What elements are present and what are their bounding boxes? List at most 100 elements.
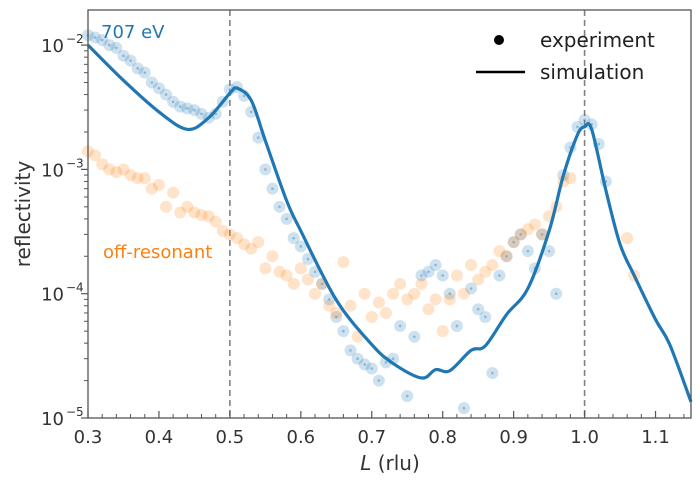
point-marker — [294, 240, 307, 253]
point-marker — [564, 172, 577, 185]
x-tick-label: 0.4 — [145, 427, 174, 448]
point-center — [356, 357, 359, 360]
data-point-off-resonant — [195, 208, 208, 221]
point-marker — [422, 303, 435, 316]
data-point-707ev — [472, 303, 485, 316]
data-point-off-resonant — [465, 259, 478, 272]
point-center — [299, 245, 303, 248]
point-center — [306, 257, 310, 261]
point-marker — [408, 287, 421, 300]
point-center — [100, 38, 104, 42]
data-point-707ev — [103, 39, 116, 52]
data-point-707ev — [422, 265, 435, 278]
point-marker — [287, 232, 300, 245]
point-marker — [138, 172, 151, 185]
point-marker — [110, 166, 123, 179]
y-tick-label: 10 — [41, 160, 64, 181]
point-marker — [358, 287, 371, 300]
data-point-off-resonant — [415, 277, 428, 290]
data-point-off-resonant — [160, 200, 173, 213]
data-point-707ev — [486, 367, 499, 380]
point-center — [129, 59, 132, 62]
point-marker — [209, 107, 222, 120]
point-center — [384, 361, 388, 364]
point-marker — [152, 82, 165, 95]
data-point-off-resonant — [145, 182, 158, 195]
point-marker — [131, 172, 144, 185]
point-marker — [486, 367, 499, 380]
data-point-off-resonant — [273, 265, 286, 278]
x-tick-label: 1.1 — [641, 427, 670, 448]
data-point-707ev — [287, 232, 300, 245]
data-point-707ev — [89, 31, 102, 44]
data-point-off-resonant — [209, 215, 222, 228]
data-point-off-resonant — [358, 287, 371, 300]
data-point-off-resonant — [330, 306, 343, 319]
point-marker — [138, 66, 151, 79]
point-center — [505, 254, 508, 258]
point-marker — [500, 250, 513, 263]
point-center — [363, 363, 366, 366]
legend: experiment simulation — [476, 28, 655, 84]
data-point-707ev — [145, 76, 158, 89]
point-marker — [89, 31, 102, 44]
data-point-707ev — [358, 358, 371, 371]
point-marker — [103, 39, 116, 52]
x-tick-label: 0.8 — [428, 427, 457, 448]
data-point-off-resonant — [387, 287, 400, 300]
point-marker — [223, 228, 236, 241]
point-marker — [351, 352, 364, 365]
data-point-off-resonant — [365, 310, 378, 323]
data-point-off-resonant — [500, 250, 513, 263]
data-point-off-resonant — [344, 299, 357, 312]
data-point-707ev — [465, 282, 478, 295]
plot-frame — [87, 9, 692, 419]
y-tick-label: 10 — [41, 409, 64, 430]
point-marker — [174, 206, 187, 219]
point-center — [469, 287, 473, 290]
point-center — [115, 46, 118, 50]
y-tick-exponent: −3 — [66, 156, 84, 170]
point-center — [483, 315, 487, 319]
point-marker — [131, 62, 144, 75]
point-marker — [536, 228, 549, 241]
data-point-707ev — [521, 245, 534, 258]
data-point-off-resonant — [96, 158, 109, 171]
data-point-707ev — [188, 104, 201, 117]
point-marker — [167, 186, 180, 199]
data-point-707ev — [450, 319, 463, 332]
point-marker — [145, 182, 158, 195]
point-marker — [323, 293, 336, 306]
point-center — [370, 367, 374, 370]
point-center — [597, 142, 601, 146]
y-tick-label: 10 — [41, 36, 64, 57]
data-point-off-resonant — [394, 277, 407, 290]
point-marker — [103, 163, 116, 176]
data-point-707ev — [351, 352, 364, 365]
data-point-707ev — [401, 390, 414, 403]
point-marker — [252, 131, 265, 144]
point-marker — [372, 296, 385, 309]
data-point-off-resonant — [514, 228, 527, 241]
data-point-707ev — [330, 310, 343, 323]
point-marker — [273, 200, 286, 213]
point-center — [200, 112, 203, 116]
data-point-707ev — [110, 41, 123, 54]
point-marker — [543, 245, 556, 258]
data-point-707ev — [152, 82, 165, 95]
point-center — [342, 329, 345, 333]
data-point-707ev — [514, 228, 527, 241]
simulation-line — [86, 43, 693, 403]
point-marker — [365, 362, 378, 375]
point-marker — [443, 293, 456, 306]
point-center — [171, 100, 175, 104]
point-marker — [323, 299, 336, 312]
data-point-707ev — [415, 269, 428, 282]
data-point-707ev — [223, 83, 236, 96]
data-point-off-resonant — [621, 232, 634, 245]
point-marker — [181, 102, 194, 115]
point-marker — [550, 287, 563, 300]
point-marker — [436, 269, 449, 282]
data-point-off-resonant — [294, 262, 307, 275]
